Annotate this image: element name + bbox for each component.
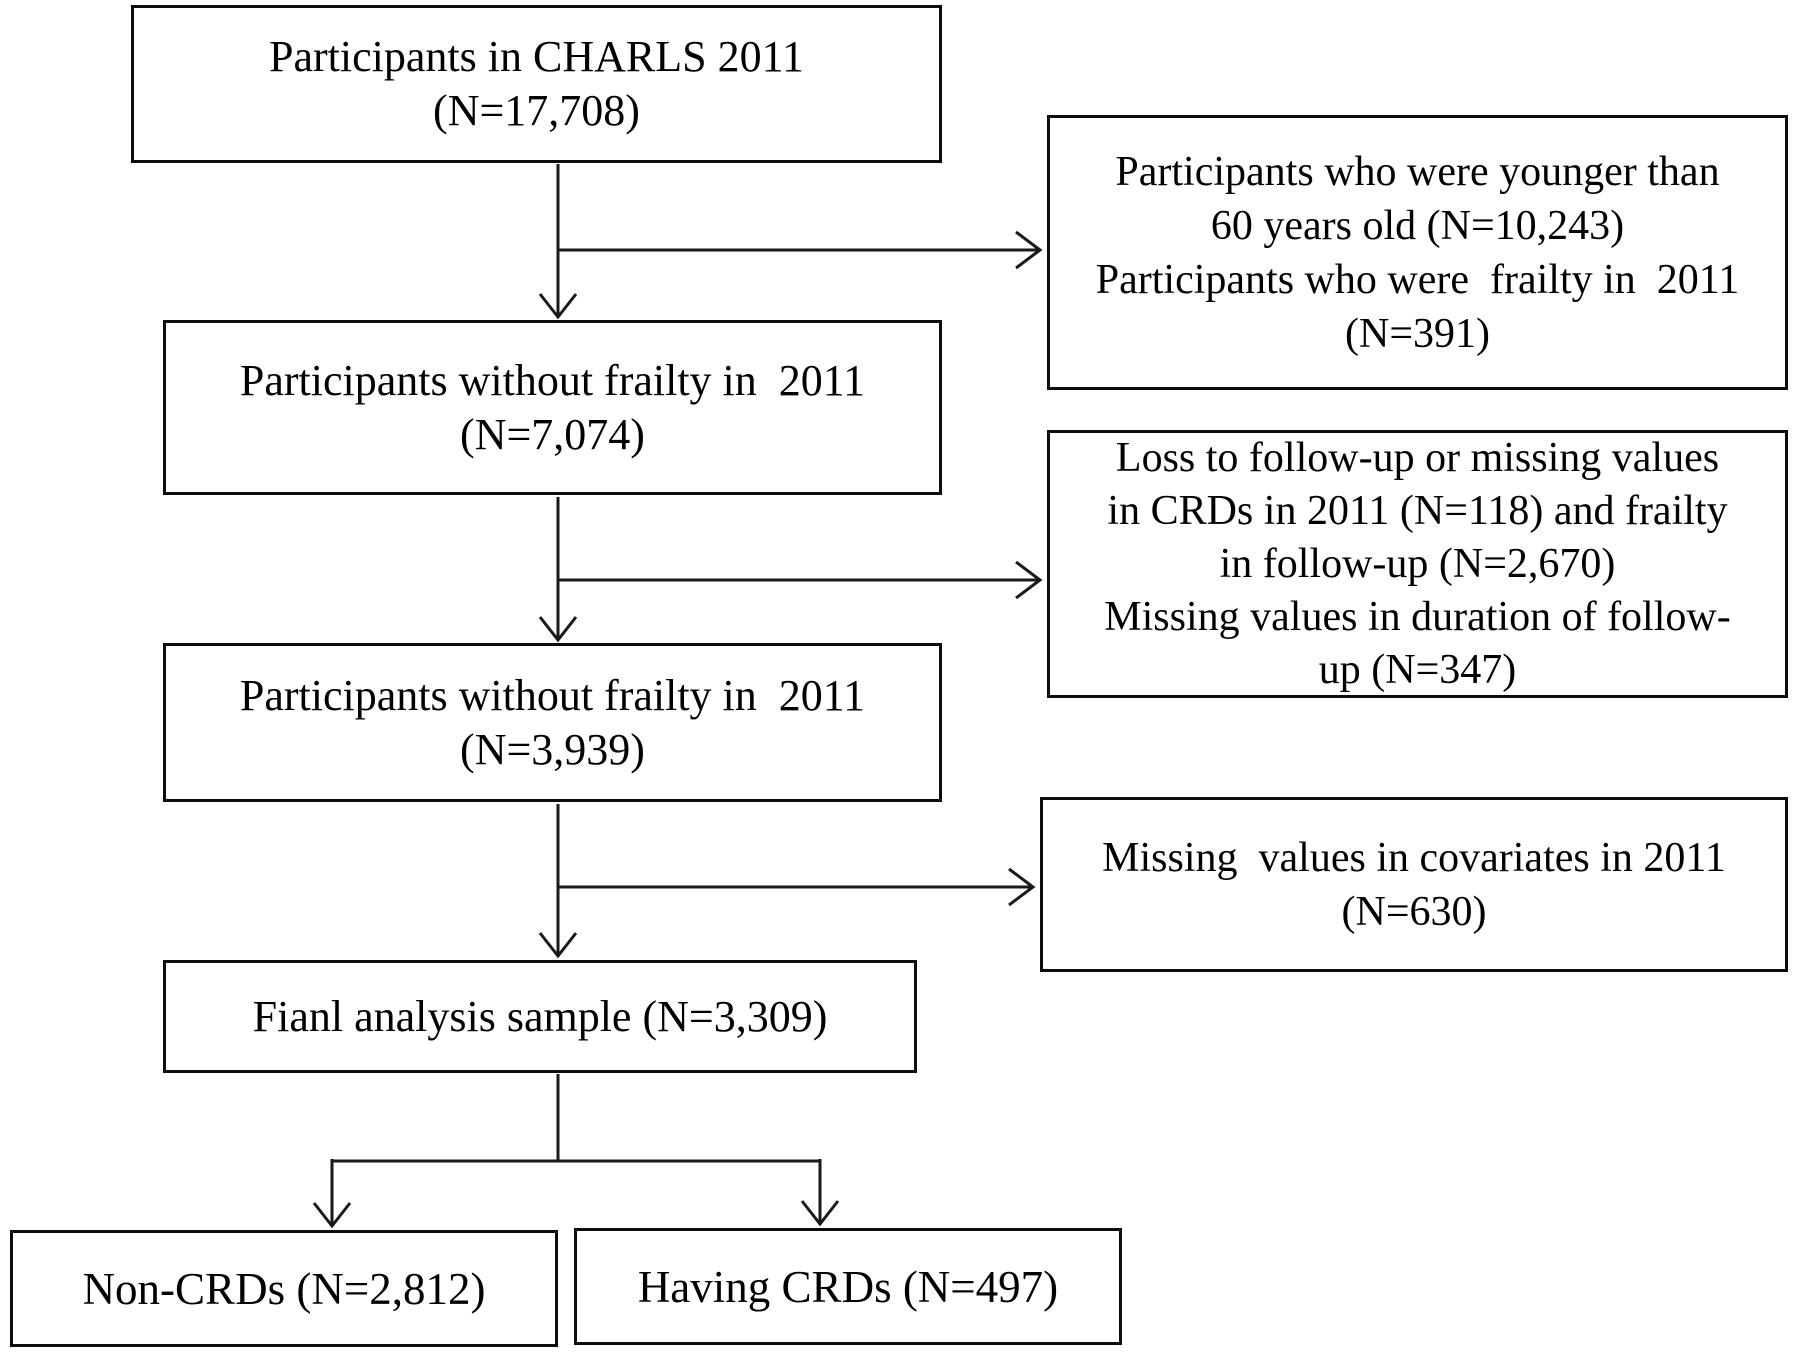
node-text-line: Loss to follow-up or missing values [1115, 434, 1720, 481]
node-excluded-younger-or-frail: Participants who were younger than 60 ye… [1047, 115, 1788, 390]
node-text-line: up (N=347) [1318, 646, 1517, 693]
node-text-line: (N=630) [1341, 888, 1487, 935]
node-text-line: (N=7,074) [460, 409, 645, 459]
node-without-frailty-2011-second: Participants without frailty in 2011 (N=… [163, 643, 942, 802]
arrow-box3-to-excluded-missing-covariates [558, 867, 1036, 907]
node-text-line: Participants in CHARLS 2011 [269, 32, 804, 81]
node-participants-charls-2011: Participants in CHARLS 2011 (N=17,708) [131, 5, 942, 163]
arrow-box3-to-box4 [538, 804, 578, 959]
node-text-line: 60 years old (N=10,243) [1210, 202, 1625, 249]
arrow-split-to-non-crds [312, 1159, 352, 1229]
node-excluded-followup-missing: Loss to follow-up or missing values in C… [1047, 430, 1788, 698]
node-text-line: Missing values in covariates in 2011 [1102, 834, 1726, 881]
node-text-line: Having CRDs (N=497) [637, 1261, 1059, 1312]
node-text-line: (N=391) [1345, 310, 1490, 357]
node-text-line: in follow-up (N=2,670) [1219, 540, 1616, 587]
arrow-box1-to-box2 [538, 164, 578, 320]
node-without-frailty-2011-first: Participants without frailty in 2011 (N=… [163, 320, 942, 495]
node-text-line: Missing values in duration of follow- [1104, 593, 1731, 640]
node-text-line: (N=3,939) [460, 724, 645, 774]
node-text-line: Non-CRDs (N=2,812) [82, 1263, 486, 1314]
node-excluded-missing-covariates: Missing values in covariates in 2011 (N=… [1040, 797, 1788, 972]
arrow-split-to-having-crds [800, 1159, 840, 1227]
arrow-box1-to-excluded-younger-or-frail [558, 230, 1043, 270]
node-having-crds: Having CRDs (N=497) [574, 1228, 1122, 1345]
node-text-line: Fianl analysis sample (N=3,309) [252, 991, 828, 1041]
node-text-line: Participants without frailty in 2011 [239, 355, 866, 405]
node-text-line: (N=17,708) [433, 86, 640, 135]
node-final-analysis-sample: Fianl analysis sample (N=3,309) [163, 960, 917, 1073]
arrow-box2-to-box3 [538, 497, 578, 643]
node-text-line: Participants who were frailty in 2011 [1095, 256, 1740, 303]
node-text-line: Participants who were younger than [1115, 148, 1720, 195]
node-non-crds: Non-CRDs (N=2,812) [10, 1230, 558, 1347]
node-text-line: Participants without frailty in 2011 [239, 670, 866, 720]
arrow-box4-split [332, 1074, 820, 1163]
arrow-box2-to-excluded-followup-missing [558, 560, 1043, 600]
node-text-line: in CRDs in 2011 (N=118) and frailty [1107, 487, 1728, 534]
